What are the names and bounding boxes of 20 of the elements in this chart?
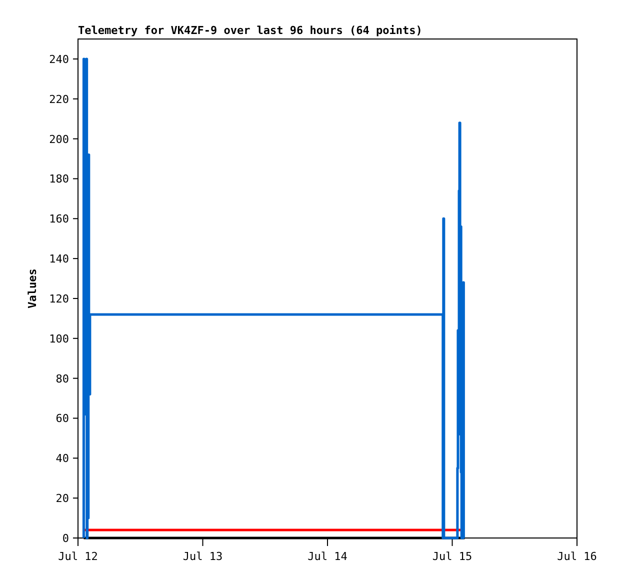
y-tick-label: 220 xyxy=(49,92,69,106)
y-tick-label: 80 xyxy=(56,372,69,386)
y-tick-label: 0 xyxy=(62,532,69,545)
x-tick-label: Jul 13 xyxy=(182,550,223,563)
y-tick-label: 140 xyxy=(49,252,69,266)
x-tick-label: Jul 15 xyxy=(432,550,472,563)
y-tick-label: 200 xyxy=(49,132,69,146)
x-tick-label: Jul 16 xyxy=(557,550,597,563)
y-tick-label: 120 xyxy=(49,292,69,306)
y-axis-title: Values xyxy=(26,268,39,308)
y-tick-label: 20 xyxy=(56,492,69,506)
y-tick-label: 60 xyxy=(56,412,69,426)
y-tick-label: 240 xyxy=(49,52,69,66)
y-tick-label: 40 xyxy=(56,452,69,466)
y-tick-label: 160 xyxy=(49,212,69,226)
chart-title: Telemetry for VK4ZF-9 over last 96 hours (64 points) xyxy=(78,24,422,37)
x-tick-label: Jul 12 xyxy=(58,550,98,563)
y-tick-label: 100 xyxy=(49,332,69,346)
x-tick-label: Jul 14 xyxy=(308,550,348,563)
y-tick-label: 180 xyxy=(49,172,69,186)
